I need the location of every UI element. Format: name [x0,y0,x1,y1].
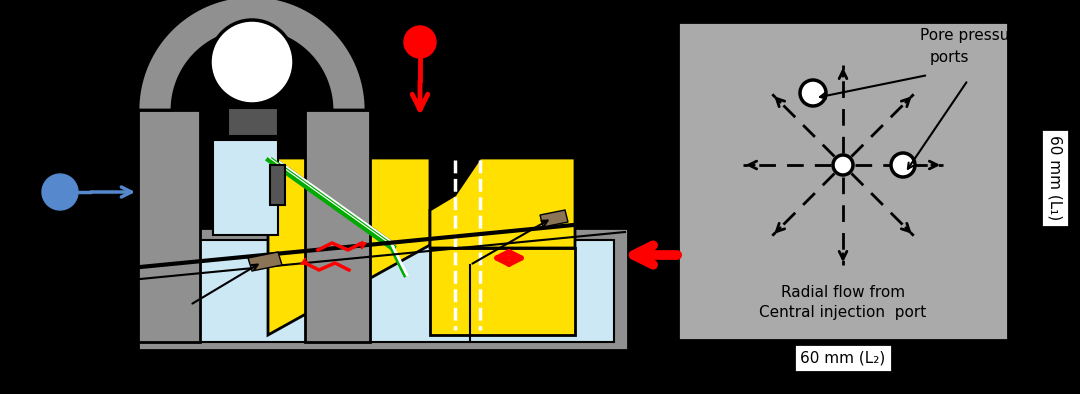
Circle shape [210,20,294,104]
Bar [678,22,1008,340]
Text: Radial flow from: Radial flow from [781,285,905,300]
Bar [138,110,200,342]
Circle shape [891,153,915,177]
Circle shape [42,174,78,210]
Bar [270,165,285,205]
Bar [305,110,370,342]
Polygon shape [138,0,366,110]
Bar [152,240,615,342]
Bar [228,108,278,136]
Text: 60 mm (L₂): 60 mm (L₂) [800,351,886,366]
Circle shape [800,80,826,106]
Polygon shape [430,158,575,248]
Text: Central injection  port: Central injection port [759,305,927,320]
Text: 60 mm (L₁): 60 mm (L₁) [1048,136,1063,221]
Bar [213,140,278,235]
Polygon shape [430,248,575,335]
Bar [138,228,627,350]
Circle shape [833,155,853,175]
Polygon shape [172,30,332,110]
Circle shape [404,26,436,58]
Polygon shape [248,252,282,271]
Text: ports: ports [930,50,970,65]
Text: Pore pressure: Pore pressure [920,28,1025,43]
Polygon shape [540,210,568,227]
Polygon shape [268,158,430,335]
